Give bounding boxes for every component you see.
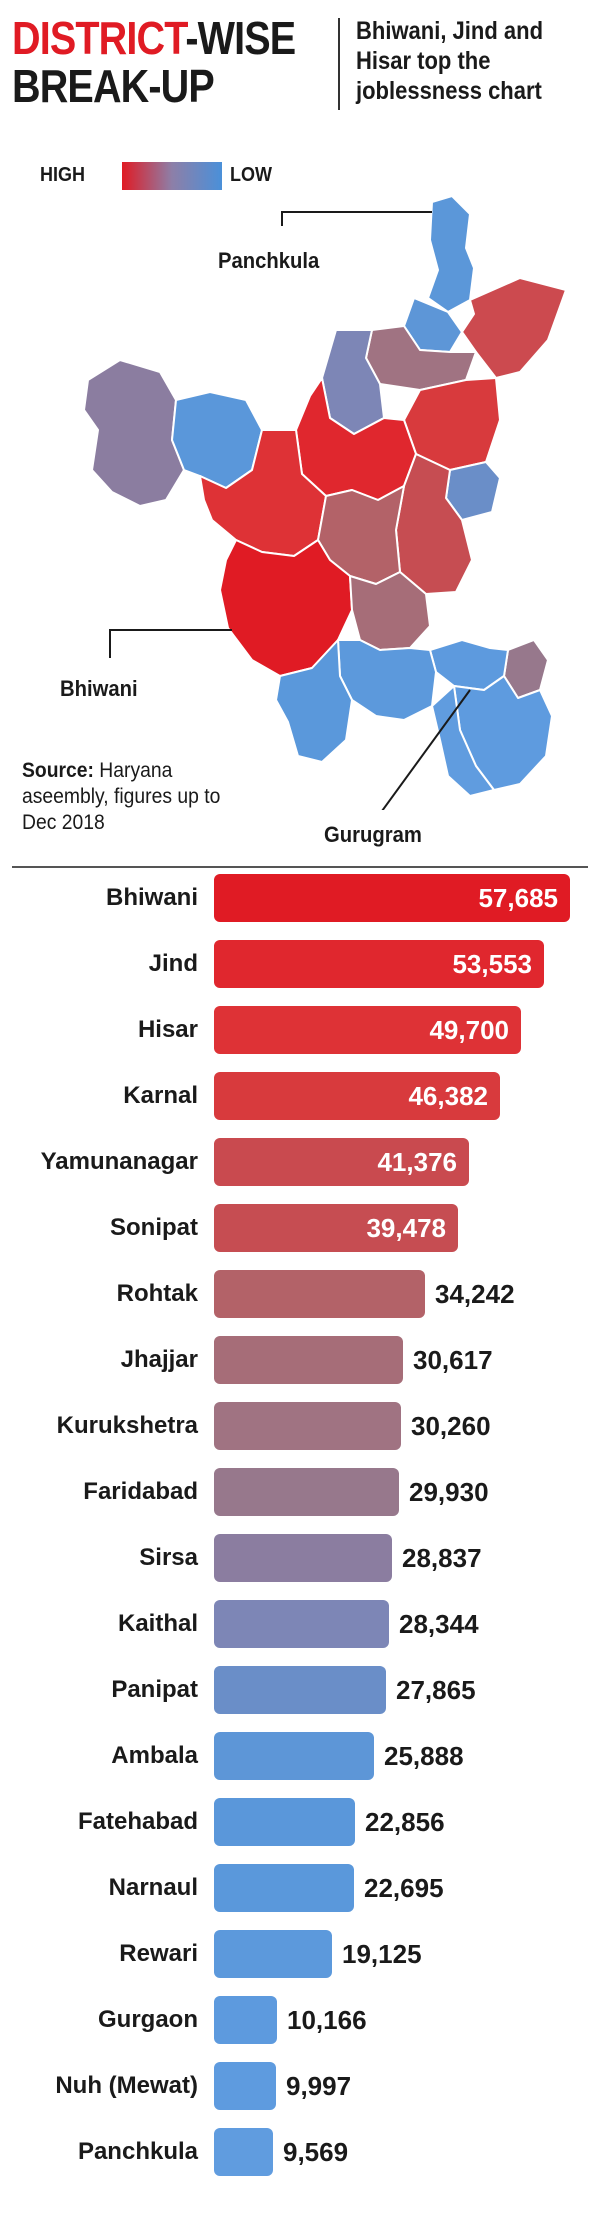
haryana-district-map (83, 195, 567, 810)
bar (214, 2062, 276, 2110)
bar-value-label: 57,685 (478, 883, 558, 913)
bar-label: Panipat (111, 1676, 198, 1703)
source-note: Source: Haryana aseembly, figures up to … (22, 758, 243, 836)
bar-value-label: 9,569 (283, 2137, 349, 2167)
leader-line-panchkula (281, 211, 432, 226)
bar (214, 1534, 392, 1582)
legend-low-label: LOW (230, 164, 272, 186)
map-district-rewari (337, 639, 437, 721)
bar-value-label: 53,553 (452, 949, 532, 979)
bar-value-label: 9,997 (286, 2071, 352, 2101)
legend-gradient (122, 162, 222, 190)
leader-line-gurugram (381, 689, 471, 810)
bar (214, 1930, 332, 1978)
bar (214, 1336, 403, 1384)
bar (214, 1600, 389, 1648)
leader-line-bhiwani (109, 629, 232, 658)
bar-label: Jhajjar (120, 1346, 198, 1373)
bar (214, 1996, 277, 2044)
bar (214, 1006, 521, 1054)
bar-value-label: 22,695 (364, 1873, 444, 1903)
map-label-panchkula: Panchkula (218, 248, 320, 273)
source-text: Haryana aseembly, figures up to Dec 2018 (22, 759, 221, 834)
bar-value-label: 34,242 (435, 1279, 515, 1309)
bar-value-label: 39,478 (366, 1213, 446, 1243)
header-divider (338, 18, 340, 110)
bar (214, 1864, 354, 1912)
bar (214, 940, 544, 988)
bar-label: Jind (148, 950, 198, 977)
bar-value-label: 30,617 (413, 1345, 493, 1375)
bar-value-label: 28,344 (399, 1609, 479, 1639)
bar-label: Nuh (Mewat) (55, 2072, 198, 2099)
chart-subtitle: Bhiwani, Jind and Hisar top the joblessn… (356, 17, 544, 105)
bar-label: Karnal (123, 1082, 198, 1109)
bar (214, 874, 570, 922)
bar (214, 1468, 399, 1516)
map-district-narnaul (275, 639, 353, 763)
title-line2: BREAK-UP (12, 60, 215, 112)
bar-label: Panchkula (77, 2138, 198, 2165)
bar-label: Rewari (119, 1940, 198, 1967)
legend-high-label: HIGH (40, 164, 85, 186)
bar-label: Hisar (137, 1016, 198, 1043)
bar-value-label: 46,382 (408, 1081, 488, 1111)
bar-value-label: 29,930 (409, 1477, 489, 1507)
bar-label: Gurgaon (98, 2006, 198, 2033)
bar (214, 1402, 401, 1450)
bar (214, 1798, 355, 1846)
bar-label: Bhiwani (105, 884, 198, 911)
bar-value-label: 25,888 (384, 1741, 464, 1771)
bar-value-label: 22,856 (365, 1807, 445, 1837)
title-accent: DISTRICT (12, 12, 186, 64)
chart-title: DISTRICT-WISE BREAK-UP (12, 12, 296, 112)
map-district-palwal (431, 685, 495, 797)
bar (214, 1072, 500, 1120)
map-district-yamunanagar (461, 277, 567, 379)
bar-label: Sonipat (110, 1214, 198, 1241)
bar-value-label: 28,837 (402, 1543, 482, 1573)
bar (214, 1270, 425, 1318)
bar (214, 1138, 469, 1186)
bar-label: Yamunanagar (40, 1148, 198, 1175)
bar-label: Rohtak (116, 1280, 198, 1307)
title-rest: -WISE (185, 12, 296, 64)
bar (214, 1204, 458, 1252)
bar-value-label: 19,125 (342, 1939, 422, 1969)
header: DISTRICT-WISE BREAK-UP Bhiwani, Jind and… (0, 0, 600, 120)
bar-value-label: 41,376 (377, 1147, 457, 1177)
bar-value-label: 10,166 (287, 2005, 367, 2035)
bar (214, 1666, 386, 1714)
bar (214, 2128, 273, 2176)
bar-label: Kaithal (117, 1610, 198, 1637)
map-district-panchkula (427, 195, 475, 313)
section-divider (12, 866, 588, 868)
map-district-sirsa (83, 359, 185, 507)
bar-label: Fatehabad (77, 1808, 198, 1835)
bar-label: Kurukshetra (56, 1412, 198, 1439)
bar-value-label: 27,865 (396, 1675, 476, 1705)
bar-value-label: 30,260 (411, 1411, 491, 1441)
bar (214, 1732, 374, 1780)
bar-label: Narnaul (108, 1874, 198, 1901)
map-label-gurugram: Gurugram (324, 822, 422, 847)
map-label-bhiwani: Bhiwani (60, 676, 138, 701)
bar-label: Faridabad (83, 1478, 198, 1505)
bar-label: Ambala (111, 1742, 198, 1769)
bar-label: Sirsa (139, 1544, 198, 1571)
source-label: Source: (22, 759, 94, 782)
bar-value-label: 49,700 (429, 1015, 509, 1045)
map-district-jhajjar (349, 571, 431, 651)
